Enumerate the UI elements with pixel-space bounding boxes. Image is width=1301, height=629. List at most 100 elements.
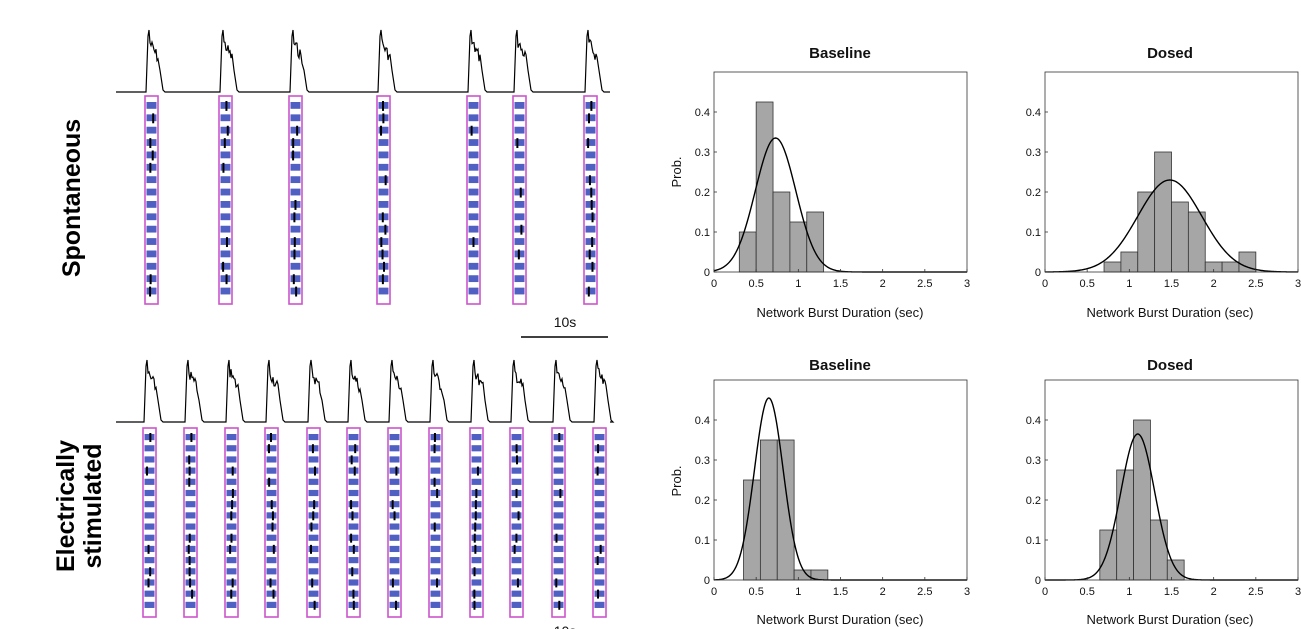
spike-mark [470,125,473,136]
electrode-row [378,238,389,245]
spike-mark [292,150,295,161]
electrode-row [594,478,605,485]
electrode-row [585,275,596,283]
electrode-row [378,201,389,208]
electrode-row [348,512,359,519]
electrode-row [308,601,319,608]
spike-mark [515,533,518,543]
electrode-row [471,534,482,541]
burst-box [218,95,233,305]
spike-mark [473,533,476,543]
spike-mark [188,455,191,465]
spike-mark [270,500,273,510]
electrode-row [471,434,482,441]
electrode-row [514,225,525,233]
electrode-row [146,176,157,184]
electrode-row [146,114,157,122]
hist-xlabel: Network Burst Duration (sec) [1087,305,1254,320]
spike-mark [187,544,190,554]
burst-box [346,427,361,618]
electrode-row [185,512,196,519]
electrode-row [185,478,196,485]
spike-mark [350,500,353,510]
electrode-row [348,557,359,564]
spike-mark [517,511,520,521]
electrode-row [308,467,319,474]
electrode-row [468,151,479,159]
spike-mark [587,286,590,297]
burst-box [306,427,321,618]
hist-title: Dosed [1147,357,1193,374]
electrode-row [468,287,479,295]
electrode-row [266,545,277,553]
y-tick-label: 0.2 [695,495,710,507]
fit-curve [1045,433,1298,581]
spike-mark [188,533,191,543]
electrode-row [389,601,400,608]
spike-mark [310,544,313,554]
electrode-row [308,489,319,497]
spike-mark [520,224,523,235]
hist-bar [1099,529,1118,581]
spike-mark [393,511,396,521]
spike-mark [588,249,591,260]
x-tick-label: 0 [1042,278,1048,290]
raster-stimulated [116,359,615,618]
spike-mark [515,488,518,498]
hist-ylabel: Prob. [669,465,684,496]
electrode-row [389,434,400,441]
electrode-row [290,262,301,270]
burst-box [469,427,484,618]
spike-mark [188,567,191,577]
burst-raster [218,95,233,305]
spike-mark [474,500,477,510]
electrode-row [146,102,157,109]
electrode-row [348,534,359,541]
electrode-row [514,262,525,270]
y-tick-label: 0.3 [695,455,710,467]
electrode-row [468,139,479,146]
electrode-row [585,139,596,146]
y-tick-label: 0 [1035,575,1041,587]
electrode-row [266,590,277,597]
electrode-row [471,568,482,575]
spike-mark [516,578,519,588]
electrode-row [585,262,596,270]
spike-mark [222,261,225,272]
spike-mark [149,433,152,442]
electrode-row [185,601,196,608]
electrode-row [146,139,157,146]
y-tick-label: 0.2 [1026,495,1041,507]
electrode-row [220,225,231,233]
burst-box [466,95,481,305]
electrode-row [308,557,319,564]
spike-mark [352,589,355,599]
electrode-row [511,590,522,597]
hist-bar [772,191,791,273]
electrode-row [430,501,441,508]
spike-mark [351,567,354,577]
y-tick-label: 0.3 [1026,455,1041,467]
scale-bar-top-label: 10s [554,314,577,330]
electrode-row [226,467,237,474]
electrode-row [226,478,237,485]
electrode-row [144,557,155,564]
spike-mark [476,466,479,476]
spike-mark [590,187,593,198]
electrode-row [553,512,564,519]
electrode-row [146,151,157,159]
spike-mark [149,286,152,297]
burst-box [288,95,303,305]
electrode-row [553,534,564,541]
electrode-row [514,287,525,295]
electrode-row [220,213,231,221]
electrode-row [146,262,157,270]
x-tick-label: 2 [1211,586,1217,598]
electrode-row [146,126,157,134]
spike-mark [311,578,314,588]
spike-mark [472,237,475,248]
spike-mark [558,600,561,610]
electrode-row [511,557,522,564]
spike-mark [354,444,357,454]
y-tick-label: 0.1 [1026,535,1041,547]
